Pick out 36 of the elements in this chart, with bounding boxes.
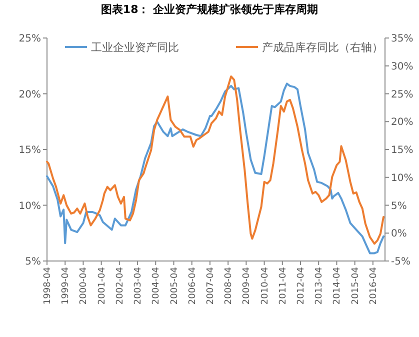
x-tick-label: 2011-04	[278, 266, 288, 305]
y2-tick-label: 15%	[391, 145, 414, 156]
y-tick-label: 5%	[25, 256, 41, 268]
x-tick-label: 2001-04	[97, 266, 108, 305]
x-tick-label: 1999-04	[61, 266, 72, 305]
y2-tick-label: 25%	[391, 89, 414, 100]
y2-tick-label: 20%	[391, 117, 414, 128]
x-tick-label: 2007-04	[206, 266, 216, 305]
x-tick-label: 2009-04	[242, 266, 252, 305]
y2-tick-label: -5%	[391, 256, 410, 268]
x-tick-label: 2006-04	[188, 266, 198, 305]
y2-tick-label: 0%	[391, 228, 407, 240]
x-tick-label: 2016-04	[368, 266, 379, 305]
y2-tick-label: 30%	[391, 61, 414, 72]
y-tick-label: 15%	[18, 145, 41, 156]
legend-label: 产成品库存同比（右轴）	[262, 41, 383, 54]
x-tick-label: 2010-04	[260, 266, 270, 305]
x-tick-label: 2005-04	[170, 266, 180, 305]
x-tick-label: 2004-04	[152, 266, 162, 305]
y2-tick-label: 35%	[391, 34, 414, 44]
x-tick-label: 2013-04	[314, 266, 325, 305]
x-tick-label: 2008-04	[224, 266, 234, 305]
x-tick-label: 2000-04	[79, 266, 90, 305]
x-tick-label: 1998-04	[43, 266, 53, 305]
y2-tick-label: 5%	[391, 200, 407, 212]
x-tick-label: 2002-04	[115, 266, 126, 305]
y-tick-label: 10%	[18, 200, 41, 212]
y-tick-label: 25%	[18, 34, 41, 44]
legend-label: 工业企业资产同比	[91, 41, 179, 54]
y2-tick-label: 10%	[391, 172, 414, 184]
y-tick-label: 20%	[18, 89, 41, 100]
x-tick-label: 2012-04	[296, 266, 306, 305]
x-tick-label: 2015-04	[350, 266, 361, 305]
chart-title: 图表18： 企业资产规模扩张领先于库存周期	[100, 3, 318, 16]
x-tick-label: 2014-04	[332, 266, 343, 305]
x-tick-label: 2003-04	[134, 266, 144, 305]
